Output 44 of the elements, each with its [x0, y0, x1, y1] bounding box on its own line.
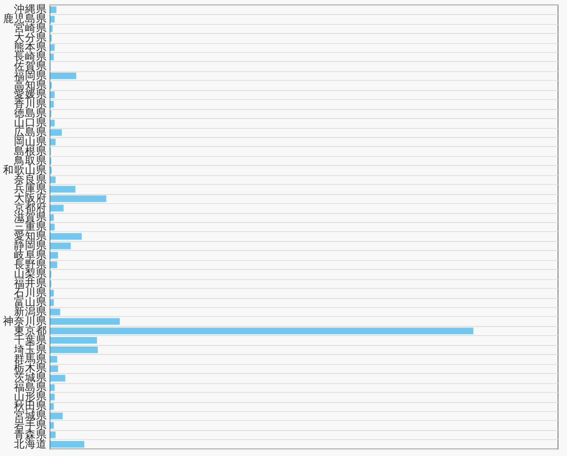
y-tick-label: 佐賀県 [14, 60, 47, 72]
bar [50, 129, 62, 136]
bar [50, 120, 55, 126]
bar [50, 384, 55, 391]
bar [50, 328, 474, 334]
bar [50, 318, 120, 325]
y-tick-label: 群馬県 [14, 353, 47, 366]
bar [50, 242, 71, 250]
bar [50, 432, 56, 438]
bar [50, 91, 55, 98]
bar [50, 356, 58, 363]
y-tick-label: 東京都 [14, 324, 47, 337]
bar [50, 252, 58, 259]
bar [50, 261, 58, 268]
bar [50, 6, 56, 14]
bar [50, 374, 66, 382]
bar [50, 100, 54, 108]
bar [50, 422, 54, 429]
bar [50, 394, 55, 400]
bar [50, 72, 76, 80]
bar [50, 440, 84, 448]
bar [50, 54, 54, 60]
bar [50, 16, 55, 22]
bar [50, 25, 53, 32]
bar [50, 195, 106, 202]
bar [50, 204, 64, 212]
bar [50, 308, 60, 316]
y-tick-label: 鳥取県 [13, 154, 47, 167]
bar [50, 176, 56, 184]
bar [50, 403, 54, 410]
bar [50, 346, 98, 354]
bar [50, 365, 58, 372]
bar [50, 214, 54, 221]
bar [50, 290, 54, 296]
bar [50, 44, 55, 51]
bar [50, 412, 63, 420]
bar [50, 224, 55, 230]
bar [50, 138, 56, 146]
bar [50, 337, 97, 344]
y-tick-label: 長野県 [14, 258, 47, 271]
bar [50, 186, 76, 193]
bar [50, 233, 82, 240]
bar [50, 299, 54, 306]
y-tick-label: 静岡県 [14, 240, 47, 252]
